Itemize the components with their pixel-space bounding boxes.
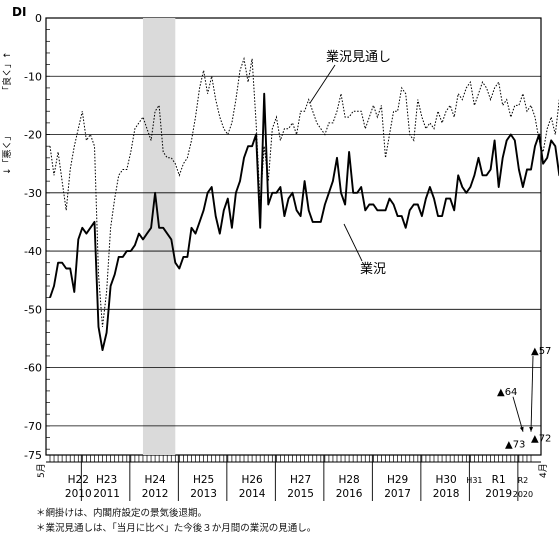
recession-shade [142,18,176,455]
y-tick-label: -40 [24,245,42,258]
annotation-arrowhead [529,427,534,432]
footnotes: ＊網掛けは、内閣府設定の景気後退期。 ＊業況見通しは、「当月に比べ」た今後３か月… [36,506,316,536]
x-era-label: R1 [492,474,506,486]
y-tick-label: -50 [24,303,42,316]
x-year-label: 2020 [513,490,533,499]
x-year-label: 2019 [485,488,512,500]
annotation-arrowhead [519,426,524,432]
x-era-label: H24 [144,474,166,486]
annotation-arrow [512,396,524,432]
x-era-label: H26 [241,474,263,486]
footnote-2: ＊業況見通しは、「当月に比べ」た今後３か月間の業況の見通し。 [36,523,317,534]
x-era-label: H25 [193,474,214,486]
x-era-label: H27 [290,474,311,486]
x-era-label: H23 [96,474,117,486]
x-year-label: 2014 [239,488,266,500]
x-era-label: H31 [466,476,482,485]
series-label-business: 業況 [360,261,386,277]
y-side-label-bottom: ↓「悪く」 [2,131,13,175]
x-era-label: R2 [518,476,529,485]
footnote-1: ＊網掛けは、内閣府設定の景気後退期。 [36,508,208,519]
value-annotation: ▲73 [505,439,525,450]
annotation-arrow [530,355,534,432]
x-year-label: 2012 [142,488,169,500]
series-line [49,92,559,352]
y-tick-label: -60 [24,362,42,375]
series-line [49,56,559,327]
x-end-label: 4月 [538,463,549,478]
leader-line-business [343,223,363,262]
y-tick-label: -70 [24,420,42,433]
y-unit-label: DI [12,5,26,19]
x-year-label: 2017 [384,488,411,500]
x-era-label: H30 [435,474,456,486]
value-annotation: ▲57 [531,346,551,357]
y-tick-label: 0 [35,12,42,25]
x-year-label: 2018 [433,488,460,500]
leader-line-outlook [309,64,336,104]
x-start-label: 5月 [36,463,47,478]
y-tick-label: -10 [24,70,42,83]
x-era-label: H29 [387,474,408,486]
x-era-label: H28 [338,474,359,486]
x-era-label: H22 [68,474,89,486]
x-year-label: 2010 [65,488,92,500]
y-tick-label: -30 [24,187,42,200]
x-year-label: 2016 [336,488,363,500]
x-year-label: 2013 [190,488,217,500]
series-label-outlook: 業況見通し [326,49,391,65]
x-year-label: 2015 [287,488,314,500]
y-side-label-top: 「良く」↑ [1,51,13,95]
plot-frame [45,17,542,456]
value-annotation: ▲72 [531,434,551,445]
x-year-label: 2011 [93,488,120,500]
y-tick-label: -20 [24,129,42,142]
value-annotation: ▲64 [497,387,517,398]
y-tick-label: -75 [24,449,42,462]
